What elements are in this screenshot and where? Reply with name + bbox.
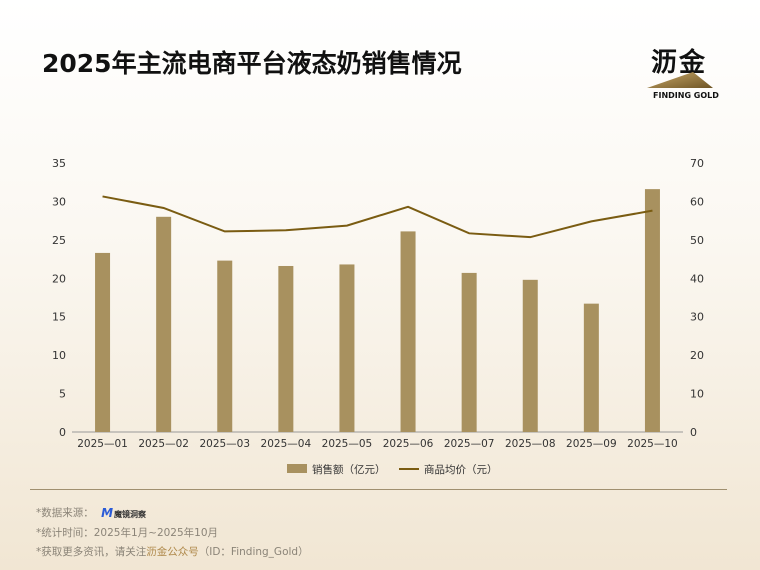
y-left-tick-label: 25 [52,234,66,247]
y-right-tick-label: 70 [690,157,704,170]
legend-bar-label: 销售额（亿元） [312,463,386,476]
x-tick-label: 2025—06 [383,438,434,450]
bar [461,272,477,432]
bar-series [95,189,660,432]
y-right-tick-label: 30 [690,311,704,324]
y-left-tick-label: 10 [52,349,66,362]
x-tick-label: 2025—04 [261,438,312,450]
brand-logo-text: 沥金 [651,48,708,78]
x-tick-label: 2025—10 [627,438,678,450]
y-axis-left: 0 5 10 15 20 25 30 35 [52,157,66,439]
footer-info: *获取更多资讯，请关注沥金公众号（ID：Finding_Gold） [36,544,309,559]
y-left-tick-label: 20 [52,272,66,285]
x-tick-label: 2025—01 [77,438,128,450]
footer-info-accent: 沥金公众号 [146,546,199,558]
bar [522,279,538,432]
x-axis: 2025—01 2025—02 2025—03 2025—04 2025—05 2025—… [77,438,677,450]
footer-source-prefix: *数据来源： [36,507,94,519]
line-series [102,195,653,239]
footer-stat-time: *统计时间：2025年1月~2025年10月 [36,527,219,539]
bar [156,216,172,432]
source-logo: M魔镜洞察 [101,506,146,520]
footer-info-suffix: （ID：Finding_Gold） [198,546,309,558]
bar [339,264,355,432]
y-right-tick-label: 60 [690,195,704,208]
x-tick-label: 2025—07 [444,438,495,450]
price-line [102,195,653,239]
bar [278,265,294,432]
bar [644,189,660,432]
y-left-tick-label: 5 [59,388,66,401]
x-tick-label: 2025—05 [322,438,373,450]
x-tick-label: 2025—02 [138,438,189,450]
bar [217,260,233,432]
source-logo-name: 魔镜洞察 [114,510,147,519]
footer-divider [30,489,727,490]
x-tick-label: 2025—03 [199,438,250,450]
legend-line-label: 商品均价（元） [424,463,498,476]
footer-info-prefix: *获取更多资讯，请关注 [36,546,147,558]
bar [583,303,599,432]
y-right-tick-label: 0 [690,426,697,439]
y-left-tick-label: 30 [52,195,66,208]
y-right-tick-label: 10 [690,388,704,401]
legend: 销售额（亿元） 商品均价（元） [287,463,498,476]
brand-logo-subtitle: FINDING GOLD [653,91,719,100]
x-tick-label: 2025—09 [566,438,617,450]
y-right-tick-label: 50 [690,234,704,247]
source-logo-mark: M [101,506,114,520]
y-left-tick-label: 15 [52,311,66,324]
y-left-tick-label: 35 [52,157,66,170]
y-left-tick-label: 0 [59,426,66,439]
y-right-tick-label: 20 [690,349,704,362]
y-right-tick-label: 40 [690,272,704,285]
x-tick-label: 2025—08 [505,438,556,450]
brand-logo: 沥金 FINDING GOLD [643,40,723,104]
bar [95,252,111,432]
bar [400,231,416,432]
footer-source: *数据来源： M魔镜洞察 [36,505,146,520]
y-axis-right: 0 10 20 30 40 50 60 70 [690,157,704,439]
legend-bar-swatch [287,464,307,473]
page-title: 2025年主流电商平台液态奶销售情况 [42,49,462,78]
brand-logo-mountain-icon [647,72,713,88]
